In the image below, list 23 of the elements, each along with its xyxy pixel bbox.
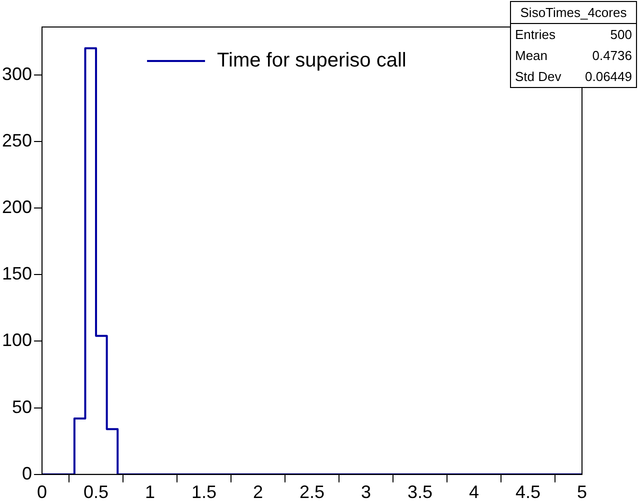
x-tick-label: 2 (253, 482, 264, 502)
text: Entries 500 (515, 27, 632, 42)
x-tick-label: 3.5 (407, 482, 433, 502)
y-tick-label: 300 (2, 64, 32, 84)
y-tick-label: 250 (2, 130, 32, 150)
y-tick-label: 150 (2, 264, 32, 284)
x-tick-label: 0 (37, 482, 48, 502)
x-tick-label: 4.5 (515, 482, 541, 502)
y-tick-label: 50 (12, 396, 32, 417)
x-tick-label: 0.5 (84, 482, 109, 502)
y-tick-label: 200 (2, 197, 32, 218)
legend-label: Time for superiso call (217, 50, 406, 72)
text: SisoTimes_4cores (511, 2, 636, 24)
text: Std Dev 0.06449 (515, 69, 632, 84)
x-tick-label: 1.5 (192, 482, 217, 502)
x-tick-label: 2.5 (300, 482, 325, 502)
x-tick-label: 4 (469, 482, 480, 502)
y-tick-label: 100 (2, 330, 32, 350)
x-tick-label: 5 (576, 482, 588, 502)
x-tick-label: 1 (145, 482, 156, 502)
x-tick-label: 3 (361, 482, 372, 502)
text: Mean 0.4736 (515, 48, 632, 63)
y-tick-label: 0 (22, 463, 32, 484)
